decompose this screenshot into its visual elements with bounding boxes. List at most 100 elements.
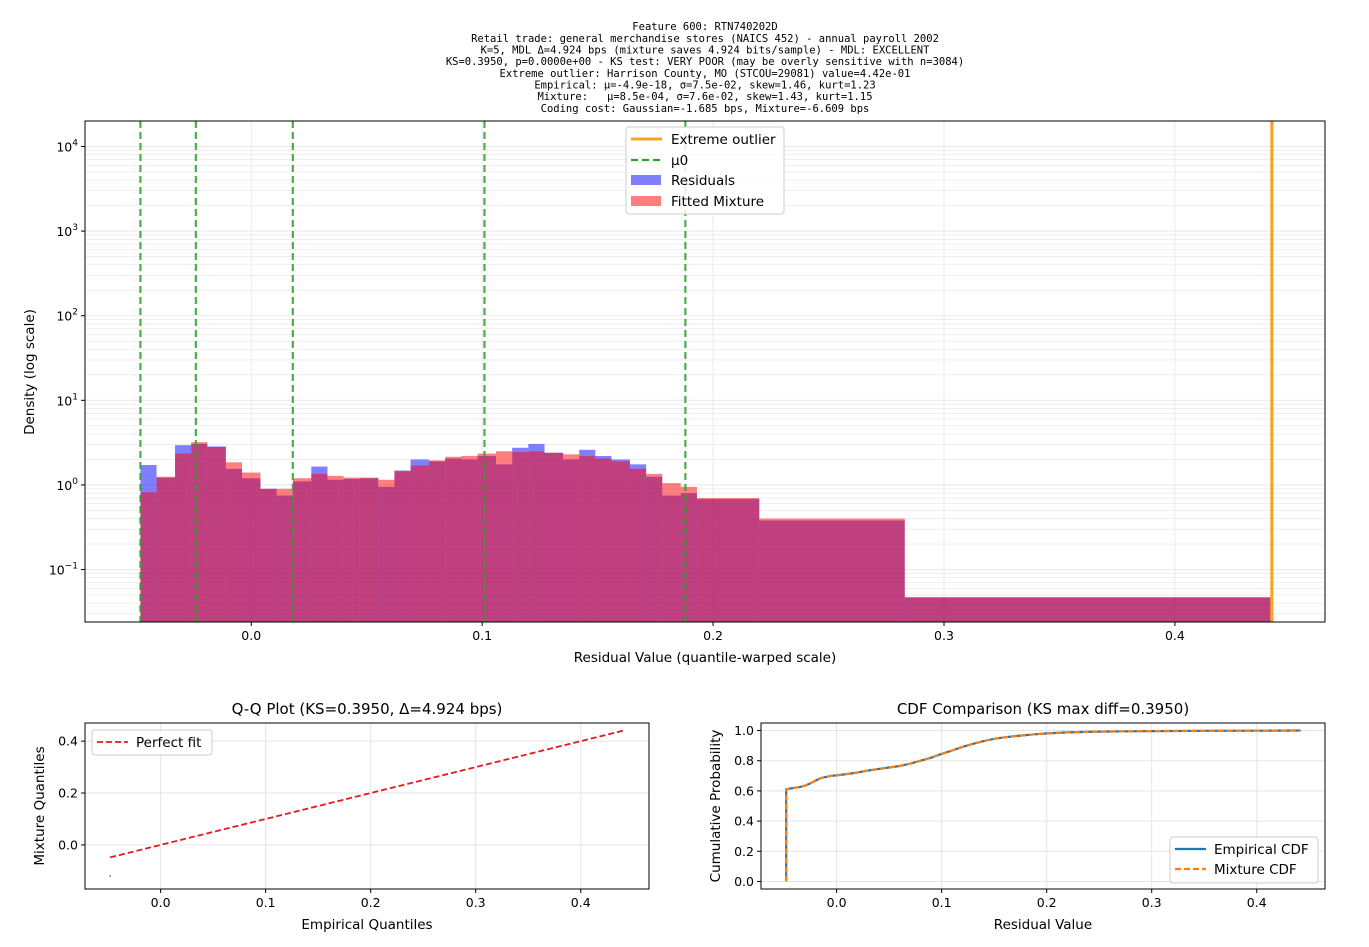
legend-mu0-label: μ0 (671, 153, 688, 169)
header-line-3: K=5, MDL Δ=4.924 bps (mixture saves 4.92… (481, 45, 931, 57)
mixture-bar (528, 451, 545, 622)
x-tick-label: 0.1 (472, 628, 492, 643)
qq-x-tick-label: 0.4 (571, 895, 591, 910)
mixture-bar (680, 486, 697, 622)
mixture-bar (904, 597, 1272, 622)
histogram-x-ticks: 0.0 0.1 0.2 0.3 0.4 (241, 622, 1185, 643)
mixture-bar (378, 479, 395, 622)
qq-x-tick-label: 0.2 (361, 895, 381, 910)
mixture-bar (562, 454, 580, 622)
qq-legend-label: Perfect fit (136, 735, 201, 751)
mixture-bar (544, 452, 563, 622)
x-tick-label: 0.0 (241, 628, 261, 643)
legend-residuals-label: Residuals (671, 173, 735, 189)
cdf-x-tick-label: 0.1 (932, 895, 952, 910)
legend-outlier-label: Extreme outlier (671, 132, 776, 148)
qq-legend-box (91, 729, 213, 756)
qq-point (109, 875, 112, 878)
qq-panel: Q-Q Plot (KS=0.3950, Δ=4.924 bps) 0.0 0.1… (32, 700, 650, 933)
mixture-bar (646, 473, 663, 622)
cdf-y-tick-label: 0.8 (734, 753, 754, 768)
qq-perfect-fit-line (109, 729, 626, 859)
mixture-bar (140, 492, 157, 622)
mixture-bar (207, 447, 226, 622)
mixture-bar (225, 462, 243, 622)
cdf-x-tick-label: 0.0 (827, 895, 847, 910)
qq-y-tick-label: 0.4 (58, 734, 78, 749)
cdf-y-tick-label: 1.0 (734, 723, 754, 738)
mixture-bar (696, 498, 760, 622)
mixture-bar (359, 477, 379, 622)
cdf-panel: CDF Comparison (KS max diff=0.3950) 0.0 0… (708, 700, 1326, 933)
mixture-bar (292, 478, 312, 622)
qq-x-label: Empirical Quantiles (301, 917, 432, 933)
mixture-bar (260, 488, 277, 622)
qq-y-label: Mixture Quantiles (32, 746, 48, 865)
qq-title: Q-Q Plot (KS=0.3950, Δ=4.924 bps) (232, 700, 503, 718)
cdf-y-tick-label: 0.0 (734, 874, 754, 889)
cdf-x-ticks: 0.0 0.1 0.2 0.3 0.4 (827, 889, 1267, 910)
header-line-7: Mixture: μ=8.5e-04, σ=7.6e-02, skew=1.43… (537, 91, 872, 103)
cdf-y-tick-label: 0.6 (734, 783, 754, 798)
cdf-x-tick-label: 0.3 (1142, 895, 1162, 910)
cdf-y-tick-label: 0.4 (734, 814, 754, 829)
y-tick-label: 104 (56, 138, 78, 154)
mixture-bar (276, 488, 293, 622)
y-tick-label: 102 (56, 308, 78, 324)
cdf-y-label: Cumulative Probability (708, 730, 724, 883)
x-tick-label: 0.3 (934, 628, 954, 643)
header-line-1: Feature 600: RTN740202D (632, 21, 777, 33)
qq-y-tick-label: 0.0 (58, 837, 78, 852)
cdf-x-tick-label: 0.4 (1247, 895, 1267, 910)
cdf-title: CDF Comparison (KS max diff=0.3950) (897, 700, 1189, 718)
qq-frame (84, 722, 650, 890)
qq-y-ticks: 0.0 0.2 0.4 (58, 734, 85, 852)
qq-y-tick-label: 0.2 (58, 786, 78, 801)
histogram-y-ticks: 10−1 100 101 102 103 104 (49, 138, 85, 578)
mixture-bar (327, 475, 344, 622)
mixture-bar (759, 518, 905, 622)
cdf-y-ticks: 0.0 0.2 0.4 0.6 0.8 1.0 (734, 723, 761, 889)
mixture-bar (496, 451, 513, 622)
header-line-8: Coding cost: Gaussian=-1.685 bps, Mixtur… (541, 103, 870, 115)
header-line-6: Empirical: μ=-4.9e-18, σ=7.5e-02, skew=1… (534, 80, 875, 92)
qq-legend: Perfect fit (91, 729, 213, 756)
legend-residuals-swatch (631, 175, 661, 185)
mixture-bar (579, 455, 596, 622)
legend-mixture-swatch (631, 196, 661, 206)
y-tick-label: 100 (56, 477, 78, 493)
histogram-bars (140, 442, 1272, 622)
x-tick-label: 0.4 (1165, 628, 1185, 643)
mixture-cdf-line (785, 729, 1301, 882)
figure-header: Feature 600: RTN740202D Retail trade: ge… (446, 21, 964, 115)
mixture-bar (611, 461, 630, 622)
qq-x-tick-label: 0.1 (256, 895, 276, 910)
qq-x-tick-label: 0.0 (151, 895, 171, 910)
legend-box (625, 126, 785, 215)
mixture-bar (410, 465, 430, 622)
qq-x-ticks: 0.0 0.1 0.2 0.3 0.4 (151, 889, 591, 910)
mixture-bar (477, 453, 497, 622)
histogram-panel: 0.0 0.1 0.2 0.3 0.4 10−1 100 101 102 103 104 Resi… (22, 120, 1326, 666)
mixture-bar (343, 477, 360, 622)
qq-plot-area (109, 729, 626, 878)
cdf-legend: Empirical CDF Mixture CDF (1169, 836, 1319, 884)
histogram-frame (84, 120, 1326, 623)
cdf-legend-mixture-label: Mixture CDF (1214, 862, 1297, 878)
mixture-bar (156, 476, 176, 622)
histogram-y-label: Density (log scale) (22, 309, 38, 435)
mixture-bar (445, 456, 462, 622)
mixture-bar (175, 453, 192, 622)
mixture-bar (512, 452, 529, 622)
mixture-bar (595, 458, 612, 622)
mixture-bar (311, 473, 328, 622)
mixture-bar (429, 460, 446, 622)
histogram-x-label: Residual Value (quantile-warped scale) (574, 650, 837, 666)
cdf-y-tick-label: 0.2 (734, 844, 754, 859)
cdf-x-tick-label: 0.2 (1037, 895, 1057, 910)
mixture-bar (242, 472, 261, 622)
y-tick-label: 101 (56, 392, 78, 408)
cdf-legend-box (1169, 836, 1319, 884)
mixture-bar (191, 442, 208, 622)
